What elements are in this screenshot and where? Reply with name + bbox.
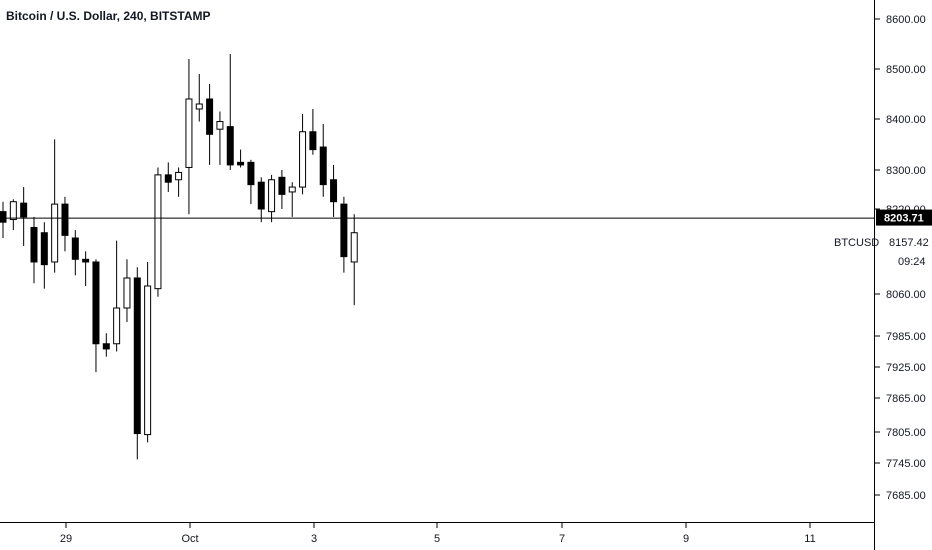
candle-down[interactable] <box>237 161 245 166</box>
candle-up[interactable] <box>350 232 358 263</box>
time-axis-label: 9 <box>683 533 689 545</box>
candle-down[interactable] <box>133 277 141 435</box>
candle-down[interactable] <box>102 343 110 350</box>
time-axis-label: Oct <box>181 533 198 545</box>
price-axis-label: 8060.00 <box>886 289 926 301</box>
price-axis-label: 7925.00 <box>886 362 926 374</box>
price-axis-label: 8500.00 <box>886 64 926 76</box>
price-axis-label: 8300.00 <box>886 165 926 177</box>
candle-down[interactable] <box>319 146 327 186</box>
symbol-price: 8157.42 <box>889 237 929 249</box>
chart-title: Bitcoin / U.S. Dollar, 240, BITSTAMP <box>6 9 211 23</box>
time-axis-label: 3 <box>311 533 317 545</box>
candles-layer <box>0 54 358 460</box>
time-axis-label: 11 <box>804 533 815 545</box>
current-price-badge: 8203.71 <box>876 209 932 226</box>
candle-up[interactable] <box>288 186 296 193</box>
candle-up[interactable] <box>299 131 307 188</box>
price-axis-label: 7805.00 <box>886 427 926 439</box>
candle-up[interactable] <box>113 307 121 345</box>
candle-down[interactable] <box>309 131 317 151</box>
price-axis-label: 7685.00 <box>886 490 926 502</box>
price-axis[interactable]: 8600.008500.008400.008300.008220.008060.… <box>875 14 926 502</box>
time-axis-label: 29 <box>60 533 72 545</box>
price-axis-label: 8400.00 <box>886 114 926 126</box>
candle-up[interactable] <box>175 171 183 181</box>
candle-down[interactable] <box>206 98 214 135</box>
candle-up[interactable] <box>216 121 224 130</box>
price-axis-label: 7745.00 <box>886 458 926 470</box>
candle-down[interactable] <box>40 232 48 266</box>
countdown-timer: 09:24 <box>898 256 926 268</box>
candle-up[interactable] <box>268 179 276 213</box>
current-price-label: 8203.71 <box>884 213 924 225</box>
candle-down[interactable] <box>278 176 286 195</box>
symbol-label: BTCUSD <box>834 237 879 249</box>
time-axis-label: 5 <box>434 533 440 545</box>
time-axis-label: 7 <box>559 533 565 545</box>
candle-down[interactable] <box>257 181 265 210</box>
candle-down[interactable] <box>330 179 338 203</box>
price-axis-label: 7985.00 <box>886 331 926 343</box>
candle-down[interactable] <box>164 174 172 183</box>
candle-down[interactable] <box>92 261 100 345</box>
candle-up[interactable] <box>144 285 152 436</box>
candle-up[interactable] <box>185 98 193 168</box>
candle-down[interactable] <box>20 202 28 218</box>
candle-down[interactable] <box>0 211 7 223</box>
candle-down[interactable] <box>340 203 348 258</box>
candle-down[interactable] <box>247 161 255 186</box>
candle-up[interactable] <box>154 174 162 290</box>
candle-up[interactable] <box>51 203 59 263</box>
candle-down[interactable] <box>226 126 234 166</box>
candle-up[interactable] <box>123 277 131 309</box>
candle-down[interactable] <box>30 226 38 263</box>
candle-down[interactable] <box>82 258 90 263</box>
candle-up[interactable] <box>195 103 203 110</box>
price-axis-label: 8600.00 <box>886 14 926 26</box>
candle-up[interactable] <box>9 201 17 221</box>
candle-down[interactable] <box>71 237 79 260</box>
price-axis-label: 7865.00 <box>886 393 926 405</box>
time-axis[interactable]: 29 Oct 3 5 7 9 11 <box>60 523 816 545</box>
candle-down[interactable] <box>61 203 69 236</box>
